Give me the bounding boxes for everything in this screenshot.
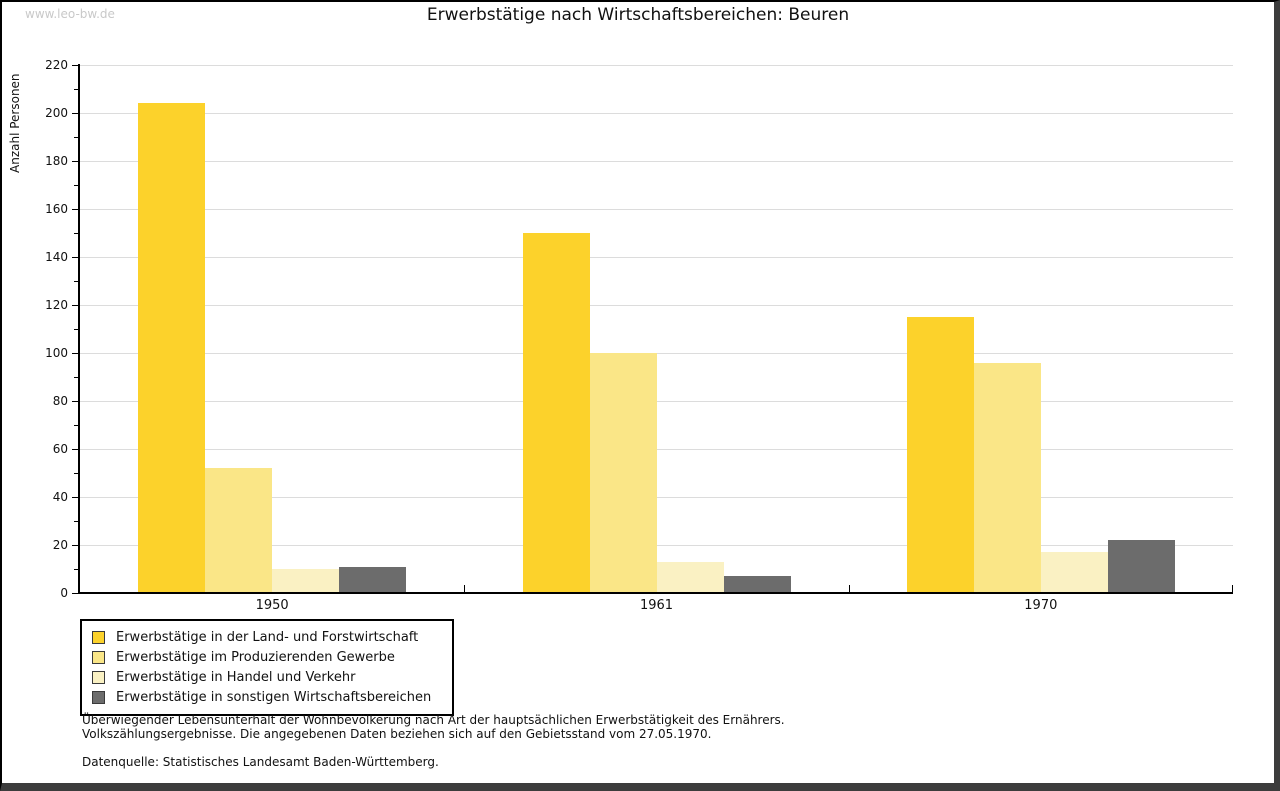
gridline [80, 161, 1233, 162]
gridline [80, 257, 1233, 258]
y-tick-label: 80 [52, 394, 68, 408]
y-axis-tick [72, 113, 78, 114]
y-axis-minor-tick [74, 281, 78, 282]
y-axis-minor-tick [74, 425, 78, 426]
legend-label: Erwerbstätige in Handel und Verkehr [116, 669, 356, 685]
legend-row: Erwerbstätige im Produzierenden Gewerbe [92, 647, 442, 667]
y-axis-tick [72, 401, 78, 402]
gridline [80, 497, 1233, 498]
watermark: www.leo-bw.de [25, 7, 115, 21]
x-tick-label: 1961 [639, 598, 674, 613]
legend-row: Erwerbstätige in Handel und Verkehr [92, 667, 442, 687]
legend: Erwerbstätige in der Land- und Forstwirt… [80, 619, 454, 716]
legend-row: Erwerbstätige in sonstigen Wirtschaftsbe… [92, 687, 442, 707]
y-axis-line [78, 64, 80, 594]
bar-series4-1961 [723, 576, 791, 593]
bar-series4-1950 [339, 566, 407, 593]
y-axis-minor-tick [74, 137, 78, 138]
y-axis-minor-tick [74, 233, 78, 234]
bar-series2-1970 [973, 362, 1041, 593]
y-tick-label: 100 [45, 346, 68, 360]
footer-note-line2: Volkszählungsergebnisse. Die angegebenen… [82, 727, 712, 741]
gridline [80, 353, 1233, 354]
bar-series2-1950 [205, 468, 273, 593]
gridline [80, 305, 1233, 306]
legend-row: Erwerbstätige in der Land- und Forstwirt… [92, 627, 442, 647]
gridline [80, 545, 1233, 546]
y-tick-label: 140 [45, 250, 68, 264]
x-tick-label: 1950 [255, 598, 289, 613]
plot-area: 1950 1961 1970 0 20 40 60 80 100 120 140 160 180 200 2… [45, 58, 1233, 613]
y-axis-minor-tick [74, 377, 78, 378]
y-tick-label: 160 [45, 202, 68, 216]
gridline [80, 449, 1233, 450]
x-axis-tick [848, 585, 850, 593]
y-tick-label: 220 [45, 58, 68, 72]
y-tick-label: 0 [60, 586, 68, 600]
y-axis-tick [72, 305, 78, 306]
footer-notes: Überwiegender Lebensunterhalt der Wohnbe… [82, 713, 1182, 769]
bar-series1-1950 [138, 103, 206, 593]
y-axis-tick [72, 65, 78, 66]
legend-swatch-icon [92, 670, 105, 684]
x-tick-label: 1970 [1024, 598, 1058, 613]
y-axis-tick [72, 257, 78, 258]
y-axis-tick [72, 209, 78, 210]
legend-label: Erwerbstätige in sonstigen Wirtschaftsbe… [116, 689, 432, 705]
x-axis-tick [464, 585, 466, 593]
y-axis-minor-tick [74, 473, 78, 474]
bar-series1-1970 [906, 317, 974, 593]
gridline [80, 113, 1233, 114]
y-axis-minor-tick [74, 521, 78, 522]
legend-swatch-icon [92, 650, 105, 664]
y-tick-label: 180 [45, 154, 68, 168]
x-axis-tick [1232, 585, 1233, 593]
bar-series1-1961 [522, 233, 590, 593]
bar-series3-1961 [656, 561, 724, 593]
x-axis-line [78, 592, 1233, 594]
gridline [80, 209, 1233, 210]
y-axis-minor-tick [74, 89, 78, 90]
y-axis-minor-tick [74, 569, 78, 570]
bar-series3-1970 [1040, 552, 1108, 593]
y-axis-tick [72, 161, 78, 162]
legend-label: Erwerbstätige im Produzierenden Gewerbe [116, 649, 395, 665]
y-axis-tick [72, 593, 78, 594]
footer-note-line1: Überwiegender Lebensunterhalt der Wohnbe… [82, 713, 785, 727]
bar-series2-1961 [589, 353, 657, 593]
gridline [80, 65, 1233, 66]
y-tick-label: 40 [52, 490, 68, 504]
y-axis-minor-tick [74, 329, 78, 330]
y-tick-label: 200 [45, 106, 68, 120]
y-axis-title: Anzahl Personen [8, 73, 22, 173]
y-axis-tick [72, 497, 78, 498]
y-tick-label: 120 [45, 298, 68, 312]
y-axis-tick [72, 353, 78, 354]
gridline [80, 401, 1233, 402]
bar-series4-1970 [1107, 540, 1175, 593]
legend-swatch-icon [92, 630, 105, 644]
y-tick-label: 60 [52, 442, 68, 456]
chart-title: Erwerbstätige nach Wirtschaftsbereichen:… [426, 5, 850, 25]
bar-series3-1950 [272, 569, 340, 593]
y-axis-tick [72, 449, 78, 450]
y-axis-minor-tick [74, 185, 78, 186]
legend-swatch-icon [92, 690, 105, 704]
legend-label: Erwerbstätige in der Land- und Forstwirt… [116, 629, 419, 645]
y-tick-label: 20 [52, 538, 68, 552]
y-axis-tick [72, 545, 78, 546]
data-source: Datenquelle: Statistisches Landesamt Bad… [82, 755, 439, 769]
